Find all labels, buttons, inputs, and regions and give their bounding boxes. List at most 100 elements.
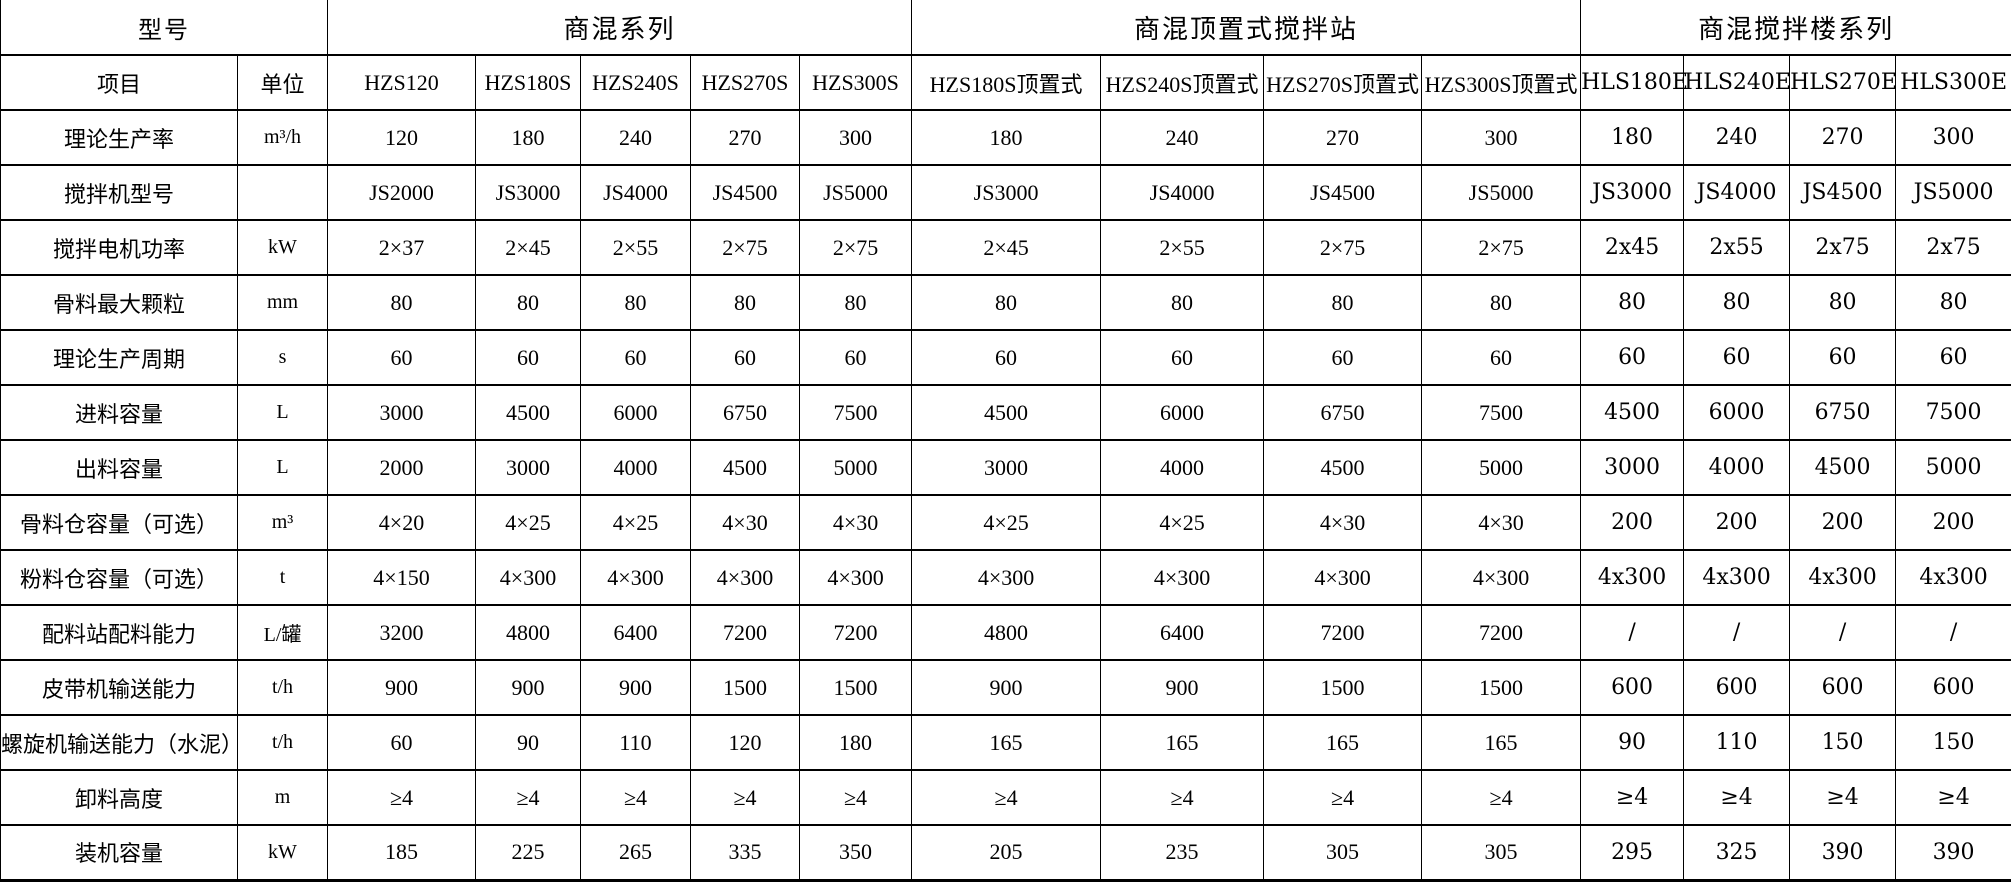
value-cell: 4×30 — [1264, 495, 1422, 550]
value-cell: JS5000 — [800, 165, 912, 220]
unit-cell: L — [238, 440, 328, 495]
row-label-cell: 皮带机输送能力 — [1, 660, 238, 715]
value-cell: 3000 — [1581, 440, 1684, 495]
col-group-shanghun-series: 商混系列 — [328, 0, 912, 55]
value-cell: JS4000 — [581, 165, 691, 220]
value-cell: 390 — [1896, 825, 2011, 880]
value-cell: 600 — [1790, 660, 1896, 715]
value-cell: JS4000 — [1684, 165, 1790, 220]
value-cell: 240 — [1101, 110, 1264, 165]
unit-cell: m — [238, 770, 328, 825]
value-cell: 4500 — [912, 385, 1101, 440]
value-cell: 7500 — [1896, 385, 2011, 440]
value-cell: 4×300 — [1264, 550, 1422, 605]
row-label-cell: 螺旋机输送能力（水泥） — [1, 715, 238, 770]
value-cell: 4500 — [691, 440, 800, 495]
value-cell: 270 — [1790, 110, 1896, 165]
value-cell: 2×55 — [1101, 220, 1264, 275]
model-header-cell: HLS270E — [1790, 55, 1896, 110]
value-cell: ≥4 — [1790, 770, 1896, 825]
value-cell: 1500 — [691, 660, 800, 715]
value-cell: 4×20 — [328, 495, 476, 550]
value-cell: ≥4 — [800, 770, 912, 825]
value-cell: 4x300 — [1790, 550, 1896, 605]
value-cell: 6750 — [1790, 385, 1896, 440]
value-cell: 60 — [1101, 330, 1264, 385]
value-cell: 600 — [1896, 660, 2011, 715]
value-cell: 60 — [328, 330, 476, 385]
value-cell: 200 — [1896, 495, 2011, 550]
value-cell: 90 — [476, 715, 581, 770]
row-label-cell: 骨料仓容量（可选） — [1, 495, 238, 550]
value-cell: 60 — [328, 715, 476, 770]
value-cell: 240 — [1684, 110, 1790, 165]
value-cell: 4×300 — [1422, 550, 1581, 605]
value-cell: ≥4 — [1896, 770, 2011, 825]
value-cell: 150 — [1896, 715, 2011, 770]
model-header-cell: HLS240E — [1684, 55, 1790, 110]
value-cell: 235 — [1101, 825, 1264, 880]
model-header-cell: HZS120 — [328, 55, 476, 110]
value-cell: 6000 — [581, 385, 691, 440]
value-cell: ≥4 — [912, 770, 1101, 825]
value-cell: 4×300 — [476, 550, 581, 605]
value-cell: 4800 — [912, 605, 1101, 660]
model-header-cell: HZS270S顶置式 — [1264, 55, 1422, 110]
row-label-cell: 搅拌机型号 — [1, 165, 238, 220]
value-cell: 3000 — [912, 440, 1101, 495]
value-cell: 900 — [581, 660, 691, 715]
value-cell: 90 — [1581, 715, 1684, 770]
value-cell: 4×30 — [800, 495, 912, 550]
value-cell: ≥4 — [691, 770, 800, 825]
value-cell: 295 — [1581, 825, 1684, 880]
value-cell: 2×75 — [800, 220, 912, 275]
value-cell: 80 — [800, 275, 912, 330]
unit-header-cell: 单位 — [238, 55, 328, 110]
value-cell: 60 — [912, 330, 1101, 385]
value-cell: 6400 — [581, 605, 691, 660]
value-cell: 390 — [1790, 825, 1896, 880]
value-cell: 3200 — [328, 605, 476, 660]
value-cell: 7200 — [800, 605, 912, 660]
value-cell: 265 — [581, 825, 691, 880]
value-cell: JS3000 — [912, 165, 1101, 220]
model-header-cell: HZS240S — [581, 55, 691, 110]
value-cell: 110 — [581, 715, 691, 770]
value-cell: 2×55 — [581, 220, 691, 275]
value-cell: 2x45 — [1581, 220, 1684, 275]
value-cell: 120 — [691, 715, 800, 770]
value-cell: 180 — [800, 715, 912, 770]
value-cell: 5000 — [1422, 440, 1581, 495]
value-cell: 4×150 — [328, 550, 476, 605]
value-cell: 3000 — [328, 385, 476, 440]
value-cell: 600 — [1684, 660, 1790, 715]
group-header-row: 型号 商混系列 商混顶置式搅拌站 商混搅拌楼系列 — [1, 0, 2011, 55]
row-label-cell: 出料容量 — [1, 440, 238, 495]
value-cell: 165 — [1101, 715, 1264, 770]
model-header-cell: HLS180E — [1581, 55, 1684, 110]
value-cell: 2×45 — [476, 220, 581, 275]
value-cell: 2×75 — [1422, 220, 1581, 275]
value-cell: JS2000 — [328, 165, 476, 220]
value-cell: 240 — [581, 110, 691, 165]
value-cell: 165 — [912, 715, 1101, 770]
value-cell: 900 — [476, 660, 581, 715]
value-cell: 180 — [476, 110, 581, 165]
value-cell: 4×300 — [691, 550, 800, 605]
value-cell: ≥4 — [1264, 770, 1422, 825]
value-cell: 60 — [1790, 330, 1896, 385]
value-cell: 4500 — [1581, 385, 1684, 440]
value-cell: 185 — [328, 825, 476, 880]
value-cell: ≥4 — [1581, 770, 1684, 825]
unit-cell: L — [238, 385, 328, 440]
value-cell: 2x55 — [1684, 220, 1790, 275]
value-cell: 900 — [912, 660, 1101, 715]
value-cell: 270 — [1264, 110, 1422, 165]
value-cell: 4×300 — [1101, 550, 1264, 605]
model-header-cell: HLS300E — [1896, 55, 2011, 110]
value-cell: 3000 — [476, 440, 581, 495]
